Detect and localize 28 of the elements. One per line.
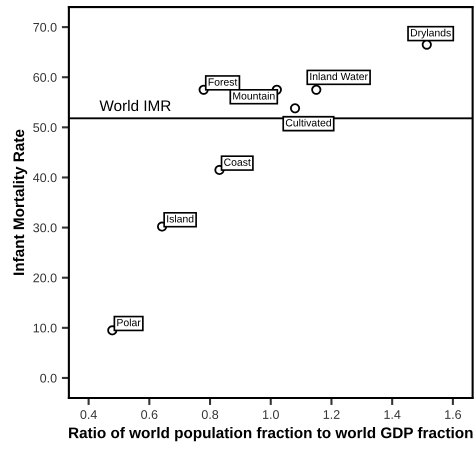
- y-axis-title: Infant Mortality Rate: [12, 130, 28, 275]
- y-tick-label: 20.0: [33, 274, 57, 282]
- y-tick-label: 70.0: [33, 22, 57, 32]
- annotation: Forest: [208, 78, 238, 86]
- x-tick-label: 1.2: [324, 410, 340, 419]
- point: [290, 103, 300, 114]
- annotation: Inland Water: [310, 72, 368, 80]
- y-tick-label: 40.0: [33, 173, 57, 182]
- y-tick-label: 0.0: [40, 374, 57, 383]
- y-tick-label: 10.0: [34, 324, 57, 332]
- x-tick-label: 1.4: [384, 410, 400, 419]
- annotation: Polar: [117, 318, 141, 326]
- y-tick-label: 30.0: [33, 223, 57, 232]
- annotation: Drylands: [410, 28, 451, 38]
- x-axis-title: Ratio of world population fraction to world GDP fraction: [69, 427, 473, 442]
- x-tick-label: 1.0: [263, 410, 279, 419]
- annotation: Island: [167, 214, 194, 223]
- annotation: Coast: [224, 158, 251, 166]
- x-tick-label: 0.8: [202, 410, 218, 419]
- x-tick-label: 0.4: [80, 410, 97, 419]
- y-tick-label: 60.0: [33, 73, 57, 82]
- point: [311, 84, 322, 95]
- annotation: Cultivated: [286, 118, 331, 126]
- ref-line-label: World IMR: [99, 100, 171, 112]
- x-tick-label: 1.6: [445, 410, 462, 419]
- y-tick-label: 50.0: [33, 123, 57, 132]
- annotation: Mountain: [233, 92, 275, 100]
- x-tick-label: 0.6: [141, 410, 158, 419]
